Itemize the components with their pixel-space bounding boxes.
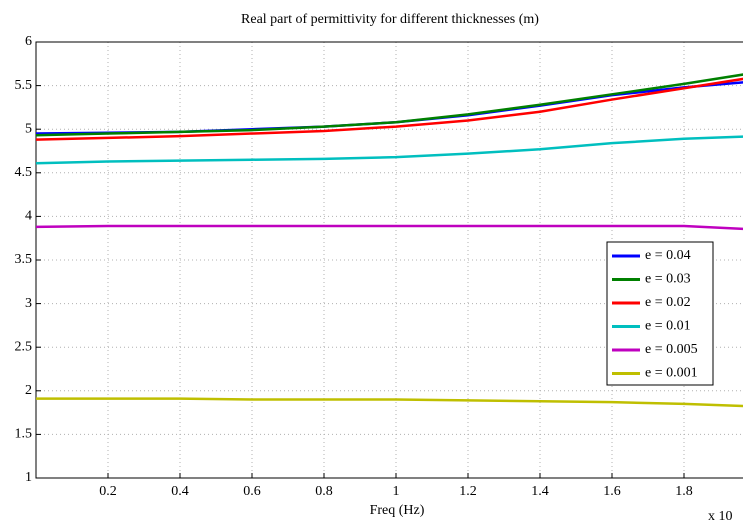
legend-label: e = 0.005 <box>645 342 698 357</box>
y-tick-label: 1.5 <box>15 427 33 442</box>
x-tick-label: 1.2 <box>459 484 477 499</box>
x-tick-label: 0.6 <box>243 484 261 499</box>
y-tick-label: 2.5 <box>15 339 33 354</box>
y-tick-label: 3.5 <box>15 252 33 267</box>
legend-label: e = 0.001 <box>645 366 698 381</box>
legend-label: e = 0.02 <box>645 295 691 310</box>
x-tick-label: 1.4 <box>531 484 549 499</box>
x-tick-label: 1 <box>393 484 400 499</box>
legend-label: e = 0.04 <box>645 248 691 263</box>
x-tick-label: 1.8 <box>675 484 693 499</box>
data-line <box>36 397 743 408</box>
legend-label: e = 0.01 <box>645 319 691 334</box>
x-tick-label: 1.6 <box>603 484 621 499</box>
data-line <box>35 77 743 141</box>
x-tick-label: 0.8 <box>315 484 333 499</box>
x-tick-label: 0.4 <box>171 484 189 499</box>
y-tick-label: 5 <box>25 121 32 136</box>
y-tick-label: 5.5 <box>15 78 33 93</box>
y-tick-label: 1 <box>25 470 32 485</box>
y-tick-label: 4.5 <box>15 165 33 180</box>
y-tick-label: 6 <box>25 34 32 49</box>
legend-label: e = 0.03 <box>645 272 691 287</box>
data-line <box>35 135 743 165</box>
data-line <box>35 73 743 137</box>
y-tick-label: 3 <box>25 296 32 311</box>
legend-box <box>606 241 714 386</box>
axes-box <box>35 41 743 479</box>
data-line <box>35 224 743 231</box>
x-multiplier: x 10 <box>708 509 733 524</box>
chart-title: Real part of permittivity for different … <box>241 12 539 27</box>
x-tick-label: 0.2 <box>99 484 117 499</box>
x-axis-label: Freq (Hz) <box>370 503 425 518</box>
y-tick-label: 4 <box>25 209 32 224</box>
y-tick-label: 2 <box>25 383 32 398</box>
